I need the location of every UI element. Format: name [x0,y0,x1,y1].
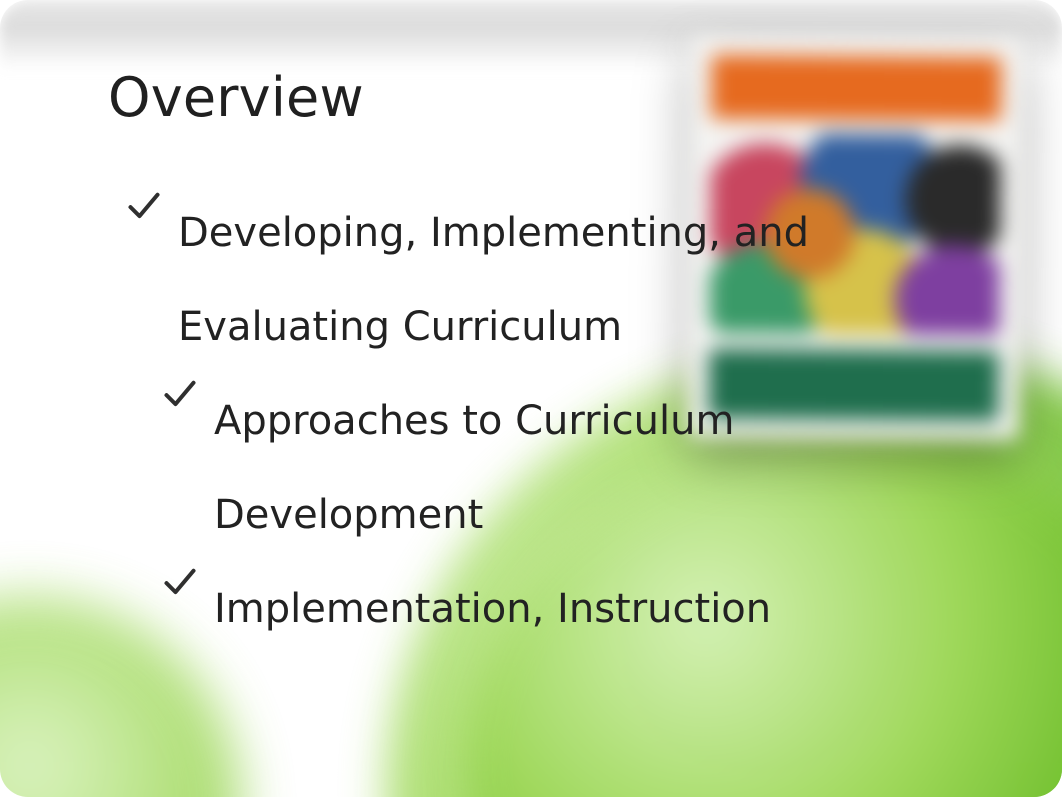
check-icon [162,564,198,600]
bullet-list: Developing, Implementing, and Evaluating… [126,186,846,656]
bullet-item: Developing, Implementing, and Evaluating… [126,186,846,374]
slide-title: Overview [108,66,364,129]
check-icon [126,188,162,224]
bullet-text: Developing, Implementing, and Evaluating… [178,210,809,350]
slide: Overview Developing, Implementing, and E… [0,0,1062,797]
check-icon [162,376,198,412]
bullet-text: Approaches to Curriculum Development [214,398,734,538]
bullet-text: Implementation, Instruction [214,586,771,632]
bullet-item: Implementation, Instruction [162,562,846,656]
bullet-item: Approaches to Curriculum Development [162,374,846,562]
